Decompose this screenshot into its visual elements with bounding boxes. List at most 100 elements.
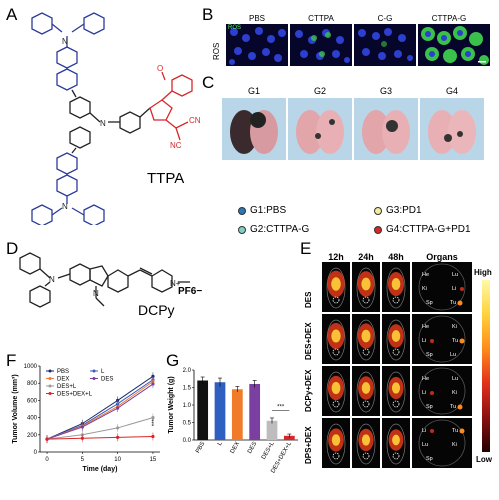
lung-label-g3: G3 bbox=[379, 86, 392, 96]
legend-label: DES+L bbox=[57, 384, 77, 390]
legend-g4: G4:CTTPA-G+PD1 bbox=[374, 224, 471, 235]
colorbar bbox=[482, 280, 490, 452]
legend-marker bbox=[48, 384, 52, 388]
ivis-organs-image: Li Tu Lu Ki Sp bbox=[412, 418, 472, 468]
x-tick-label: DES+L bbox=[261, 440, 276, 460]
y-tick-label: 2.0 bbox=[183, 368, 192, 374]
panel-label-g: G bbox=[166, 351, 180, 370]
organ-label: Lu bbox=[452, 376, 458, 382]
ivis-mouse-image bbox=[352, 314, 380, 364]
dcpy-counter-ion: PF6− bbox=[178, 286, 203, 297]
ros-image-pbs: ROS bbox=[226, 24, 288, 66]
ivis-mouse-image bbox=[352, 418, 380, 468]
panel-label-b: B bbox=[202, 5, 214, 24]
panel-label-a: A bbox=[6, 5, 18, 24]
organ-label: Ki bbox=[422, 286, 427, 292]
legend-marker bbox=[48, 377, 52, 380]
bar bbox=[214, 382, 226, 440]
x-tick-label: 5 bbox=[81, 457, 85, 463]
lung-image-g2 bbox=[288, 98, 352, 160]
organ-label: He bbox=[422, 376, 429, 382]
dcpy-name: DCPy bbox=[138, 302, 175, 318]
organ-label: Lu bbox=[422, 442, 428, 448]
panel-label-c: C bbox=[202, 73, 215, 92]
legend-label: DES+DEX+L bbox=[57, 392, 93, 398]
organ-label: Lu bbox=[450, 352, 456, 358]
y-axis-title: Tumor Weight (g) bbox=[168, 376, 175, 433]
significance-annotation: *** bbox=[152, 419, 158, 427]
legend-dot-g4 bbox=[374, 225, 382, 234]
svg-text:N: N bbox=[100, 119, 106, 128]
ros-col-cttpa: CTTPA bbox=[308, 14, 334, 23]
svg-text:N: N bbox=[62, 202, 68, 211]
series-line bbox=[47, 436, 153, 440]
legend-text-g3: G3:PD1 bbox=[386, 205, 422, 216]
organ-label: He bbox=[422, 324, 429, 330]
ros-tag: ROS bbox=[228, 25, 242, 31]
organ-label: Ki bbox=[452, 390, 457, 396]
ivis-row-label: DES+DEX bbox=[304, 322, 313, 360]
ivis-mouse-image bbox=[382, 262, 410, 312]
lung-label-g1: G1 bbox=[247, 86, 260, 96]
ivis-row-label: DPS+DEX bbox=[304, 426, 313, 464]
tumor-volume-chart: 0 200 400 600 800 1000 0 5 10 15 Time (day) Tumor V… bbox=[12, 364, 160, 473]
series-line bbox=[46, 417, 154, 440]
svg-text:CN: CN bbox=[189, 116, 201, 125]
series-line bbox=[46, 375, 154, 440]
y-tick-label: 800 bbox=[27, 381, 38, 387]
ivis-organs-image: He Lu Li Ki Sp Tu bbox=[412, 366, 472, 416]
legend-label: L bbox=[101, 369, 105, 375]
ivis-row-label: DES bbox=[304, 291, 313, 308]
legend-marker bbox=[92, 377, 96, 380]
ros-col-cttpa-g: CTTPA-G bbox=[431, 14, 467, 23]
ivis-mouse-image bbox=[382, 366, 410, 416]
svg-text:NC: NC bbox=[170, 141, 182, 150]
ivis-mouse-image bbox=[322, 314, 350, 364]
organ-label: He bbox=[422, 272, 429, 278]
legend-text-g1: G1:PBS bbox=[250, 205, 287, 216]
dcpy-structure: N N N+ bbox=[19, 252, 190, 308]
legend-g1: G1:PBS bbox=[238, 205, 286, 216]
bar bbox=[266, 420, 278, 440]
organ-label: Tu bbox=[450, 404, 456, 410]
ivis-mouse-image bbox=[322, 418, 350, 468]
ttpa-structure: N N N O CN NC bbox=[31, 12, 201, 225]
ros-col-pbs: PBS bbox=[248, 14, 265, 23]
organ-label: Sp bbox=[426, 456, 433, 462]
x-tick-label: 0 bbox=[45, 457, 49, 463]
x-tick-label: DEX bbox=[230, 441, 241, 455]
organ-label: Ki bbox=[452, 442, 457, 448]
organ-label: Tu bbox=[452, 338, 458, 344]
ivis-organs-image: He Ki Li Tu Sp Lu bbox=[412, 314, 472, 364]
organ-label: Sp bbox=[426, 352, 433, 358]
legend-marker bbox=[48, 392, 52, 395]
ivis-mouse-image bbox=[352, 366, 380, 416]
y-tick-label: 1.0 bbox=[183, 403, 192, 409]
organ-label: Lu bbox=[452, 272, 458, 278]
ivis-organs-image: He Lu Ki Li Sp Tu bbox=[412, 262, 472, 312]
organ-label: Li bbox=[452, 286, 456, 292]
organ-label: Tu bbox=[450, 300, 456, 306]
ros-image-cttpa bbox=[290, 24, 352, 66]
bar bbox=[249, 384, 261, 440]
x-tick-label: PBS bbox=[195, 441, 206, 454]
ivis-col-48h: 48h bbox=[388, 252, 404, 262]
y-tick-label: 1000 bbox=[24, 364, 38, 370]
ivis-mouse-image bbox=[322, 262, 350, 312]
legend-dot-g1 bbox=[238, 206, 246, 215]
panel-label-e: E bbox=[300, 239, 312, 258]
ros-image-cg bbox=[354, 24, 416, 66]
ivis-mouse-image bbox=[382, 314, 410, 364]
legend-g2: G2:CTTPA-G bbox=[238, 224, 309, 235]
x-tick-label: L bbox=[217, 440, 224, 446]
lung-image-g4 bbox=[420, 98, 484, 160]
tumor-weight-chart: 0.0 0.5 1.0 1.5 2.0 Tumor Weight (g) PBS L DEX DE… bbox=[168, 368, 298, 474]
svg-text:O: O bbox=[157, 64, 163, 73]
x-tick-label: 15 bbox=[150, 457, 157, 463]
ivis-mouse-image bbox=[352, 262, 380, 312]
y-tick-label: 0.0 bbox=[183, 438, 192, 444]
legend-label: DEX bbox=[57, 377, 69, 383]
series-line bbox=[46, 383, 154, 440]
panel-label-d: D bbox=[6, 239, 19, 258]
organ-label: Tu bbox=[452, 428, 458, 434]
